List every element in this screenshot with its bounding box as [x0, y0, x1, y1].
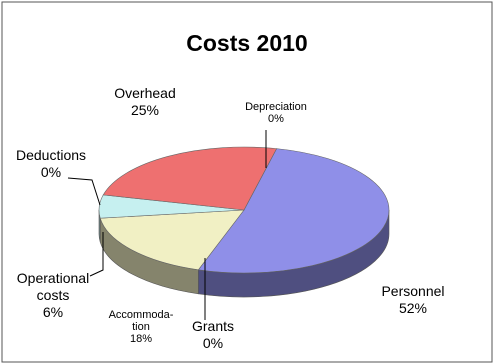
slice-value: 52%	[399, 300, 427, 316]
slice-label-line: tion	[132, 321, 150, 333]
leader-line-3	[89, 232, 104, 277]
slice-label-line: Deductions	[16, 147, 86, 163]
slice-label-4: Deductions 0%	[16, 147, 86, 180]
pie-chart	[98, 146, 390, 298]
leader-line-4	[67, 177, 101, 206]
slice-label-line: Depreciation	[245, 101, 307, 113]
slice-5	[102, 146, 278, 211]
chart-title: Costs 2010	[186, 30, 308, 56]
slice-label-line: Accommoda-	[109, 309, 174, 321]
slice-labels: Personnel 52%Grants 0%Accommoda-tion 18%Ope…	[16, 85, 445, 351]
slice-value: 0%	[41, 164, 61, 180]
slice-0	[197, 148, 390, 274]
slice-value: 18%	[130, 333, 152, 345]
slice-value: 25%	[131, 102, 159, 118]
slice-value: 6%	[43, 304, 63, 320]
slice-label-6: Depreciation 0%	[245, 101, 307, 125]
slice-label-1: Grants 0%	[192, 318, 234, 351]
slice-label-5: Overhead 25%	[114, 85, 175, 118]
slice-label-3: Operational costs 6%	[17, 270, 89, 320]
slice-value: 0%	[268, 113, 284, 125]
slice-label-line: Overhead	[114, 85, 175, 101]
slice-label-line: costs	[37, 287, 70, 303]
slice-label-2: Accommoda-tion 18%	[109, 309, 174, 345]
slice-label-0: Personnel 52%	[381, 283, 444, 316]
slice-2	[99, 209, 245, 271]
slice-label-line: Personnel	[381, 283, 444, 299]
slice-value: 0%	[203, 335, 223, 351]
slice-label-line: Grants	[192, 318, 234, 334]
leader-lines	[67, 130, 267, 320]
slice-label-line: Operational	[17, 270, 89, 286]
